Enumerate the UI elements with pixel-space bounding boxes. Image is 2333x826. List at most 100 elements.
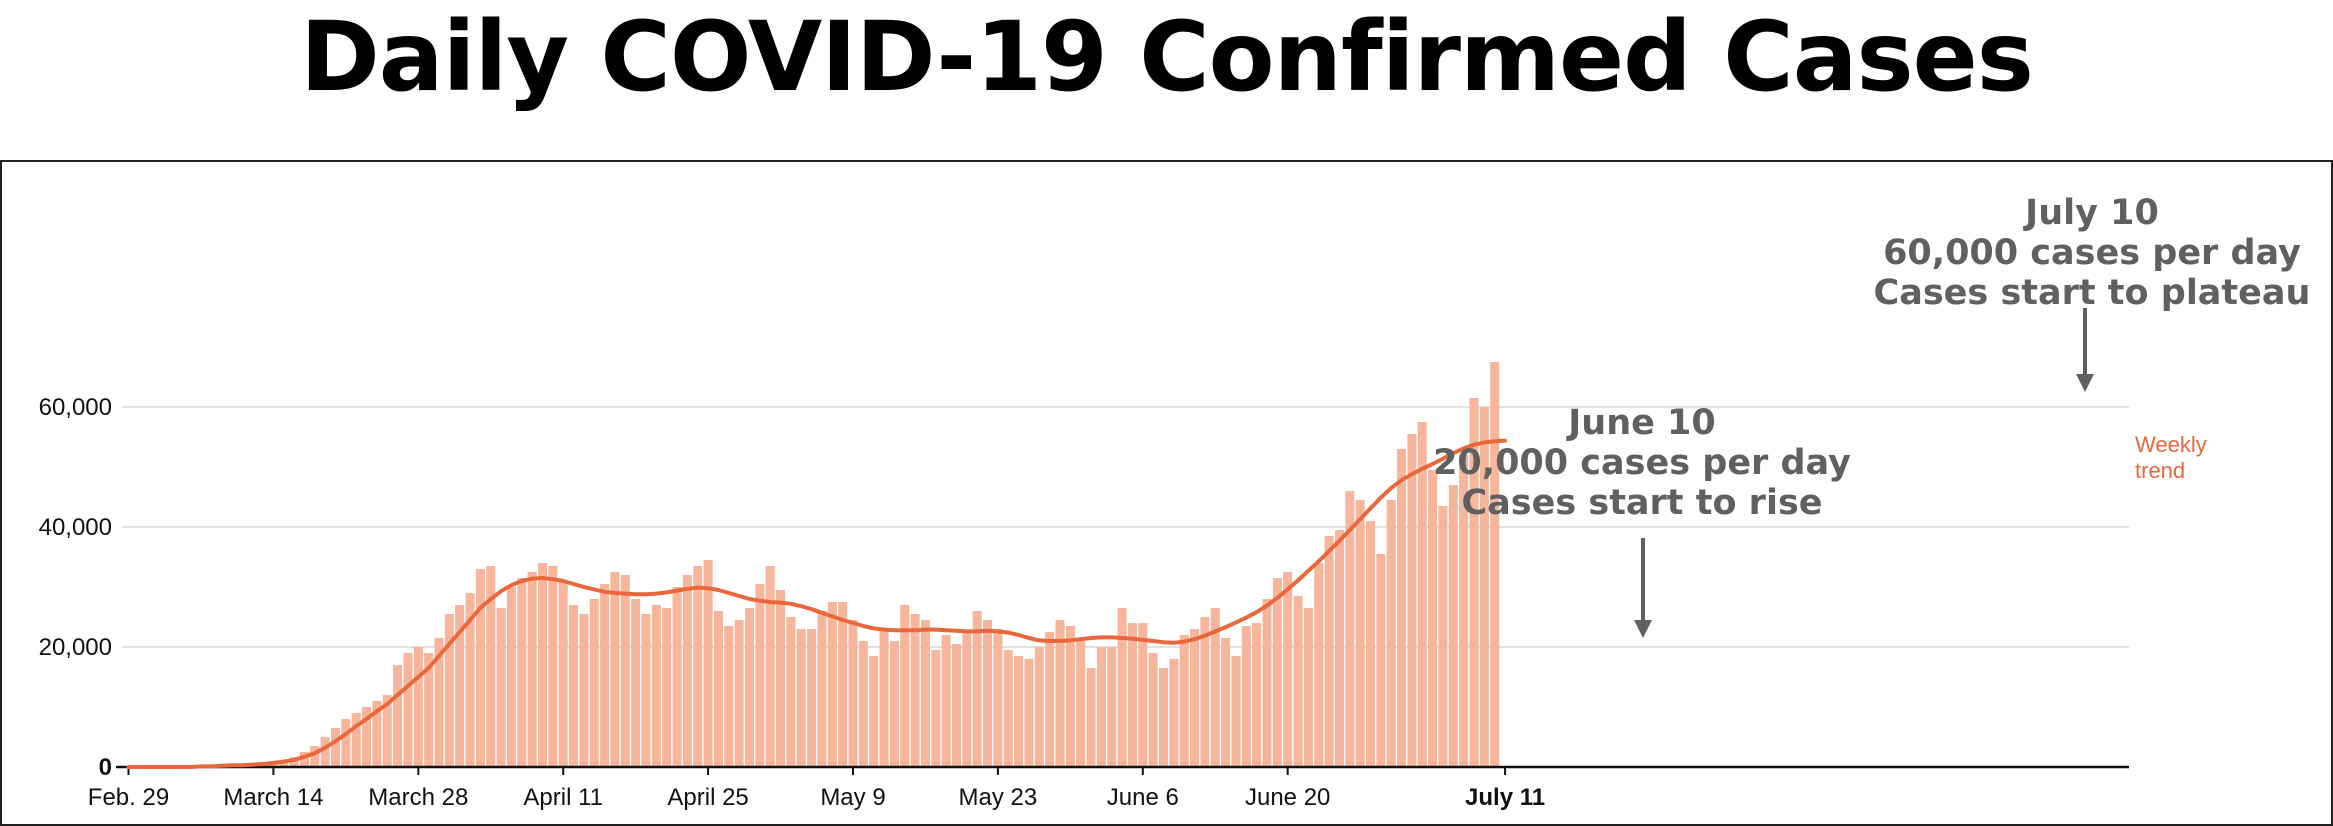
- bar: [527, 572, 537, 767]
- bar: [941, 635, 951, 767]
- annotation-text: 20,000 cases per day: [1433, 443, 1851, 483]
- bar: [869, 656, 879, 767]
- bar: [1169, 659, 1179, 767]
- bar: [1303, 608, 1313, 767]
- bar: [444, 614, 454, 767]
- bar: [465, 593, 475, 767]
- annotation-text: 60,000 cases per day: [1883, 233, 2301, 273]
- bar: [1231, 656, 1241, 767]
- bar: [1490, 362, 1500, 767]
- bar: [817, 611, 827, 767]
- bar: [838, 602, 848, 767]
- bar: [713, 611, 723, 767]
- bar: [1127, 623, 1137, 767]
- annotation-text: Cases start to rise: [1461, 483, 1822, 523]
- bar: [455, 605, 465, 767]
- bar: [641, 614, 651, 767]
- bar: [1200, 617, 1210, 767]
- bar: [962, 632, 972, 767]
- x-tick-label: March 14: [223, 784, 323, 811]
- bar: [1252, 623, 1262, 767]
- bar: [569, 605, 579, 767]
- bar: [610, 572, 620, 767]
- bar: [1293, 596, 1303, 767]
- bar: [331, 728, 340, 767]
- bar: [796, 629, 806, 767]
- chart-title: Daily COVID-19 Confirmed Cases: [300, 1, 2034, 113]
- x-tick-label: April 25: [667, 784, 748, 811]
- bar: [310, 746, 320, 767]
- bar: [1076, 641, 1086, 767]
- bar: [1117, 608, 1127, 767]
- bar: [682, 575, 692, 767]
- bar: [289, 757, 299, 767]
- bar: [1283, 572, 1293, 767]
- bar: [879, 629, 889, 767]
- bar: [1438, 506, 1448, 767]
- bar: [1190, 629, 1200, 767]
- bar: [734, 620, 744, 767]
- x-tick-label: June 20: [1245, 784, 1330, 811]
- bar: [931, 650, 941, 767]
- bar: [434, 638, 444, 767]
- bar: [517, 578, 527, 767]
- annotation-arrowhead: [2076, 374, 2094, 392]
- bar: [424, 653, 434, 767]
- bar: [972, 611, 982, 767]
- bar: [558, 581, 568, 767]
- bar: [1428, 470, 1438, 767]
- bar: [579, 614, 589, 767]
- bar: [1397, 449, 1407, 767]
- y-tick-label: 60,000: [39, 394, 112, 421]
- bar: [1314, 563, 1324, 767]
- bar: [403, 653, 413, 767]
- annotation-text: June 10: [1566, 403, 1716, 443]
- bar: [1376, 554, 1386, 767]
- bar: [1479, 407, 1489, 767]
- bar: [724, 626, 734, 767]
- bar: [320, 737, 330, 767]
- x-tick-label: April 11: [523, 784, 603, 811]
- bar: [1003, 650, 1013, 767]
- bar: [889, 641, 899, 767]
- bar: [983, 620, 993, 767]
- annotation-text: Cases start to plateau: [1874, 273, 2311, 313]
- bar: [548, 566, 558, 767]
- trend-line: [126, 438, 1507, 769]
- axes: Feb. 29 March 14 March 28 April 11 April 25 M…: [88, 765, 2129, 811]
- bar: [413, 647, 423, 767]
- bar: [486, 566, 496, 767]
- bar: [900, 605, 910, 767]
- bar: [1096, 647, 1106, 767]
- bar: [1138, 623, 1148, 767]
- bar: [1417, 422, 1427, 767]
- bar: [1241, 626, 1251, 767]
- bar: [1210, 608, 1220, 767]
- bar: [362, 707, 372, 767]
- bar: [299, 752, 309, 767]
- bar: [786, 617, 796, 767]
- bar: [745, 608, 754, 767]
- bar: [1086, 668, 1096, 767]
- bar: [693, 566, 703, 767]
- bar: [1366, 521, 1375, 767]
- bar: [662, 608, 672, 767]
- x-tick-label: March 28: [368, 784, 468, 811]
- bar: [538, 563, 547, 767]
- bar: [1045, 632, 1055, 767]
- bar: [1345, 491, 1355, 767]
- bar: [858, 641, 868, 767]
- bars: [186, 362, 1500, 767]
- trend-label: trend: [2135, 458, 2185, 483]
- bar: [506, 587, 516, 767]
- bar: [1272, 578, 1282, 767]
- bar: [1262, 599, 1272, 767]
- bar: [496, 608, 506, 767]
- x-tick-label: May 23: [959, 784, 1038, 811]
- bar: [1107, 647, 1117, 767]
- bar: [1334, 530, 1344, 767]
- bar: [382, 695, 392, 767]
- x-tick-label: Feb. 29: [88, 784, 169, 811]
- bar: [631, 599, 641, 767]
